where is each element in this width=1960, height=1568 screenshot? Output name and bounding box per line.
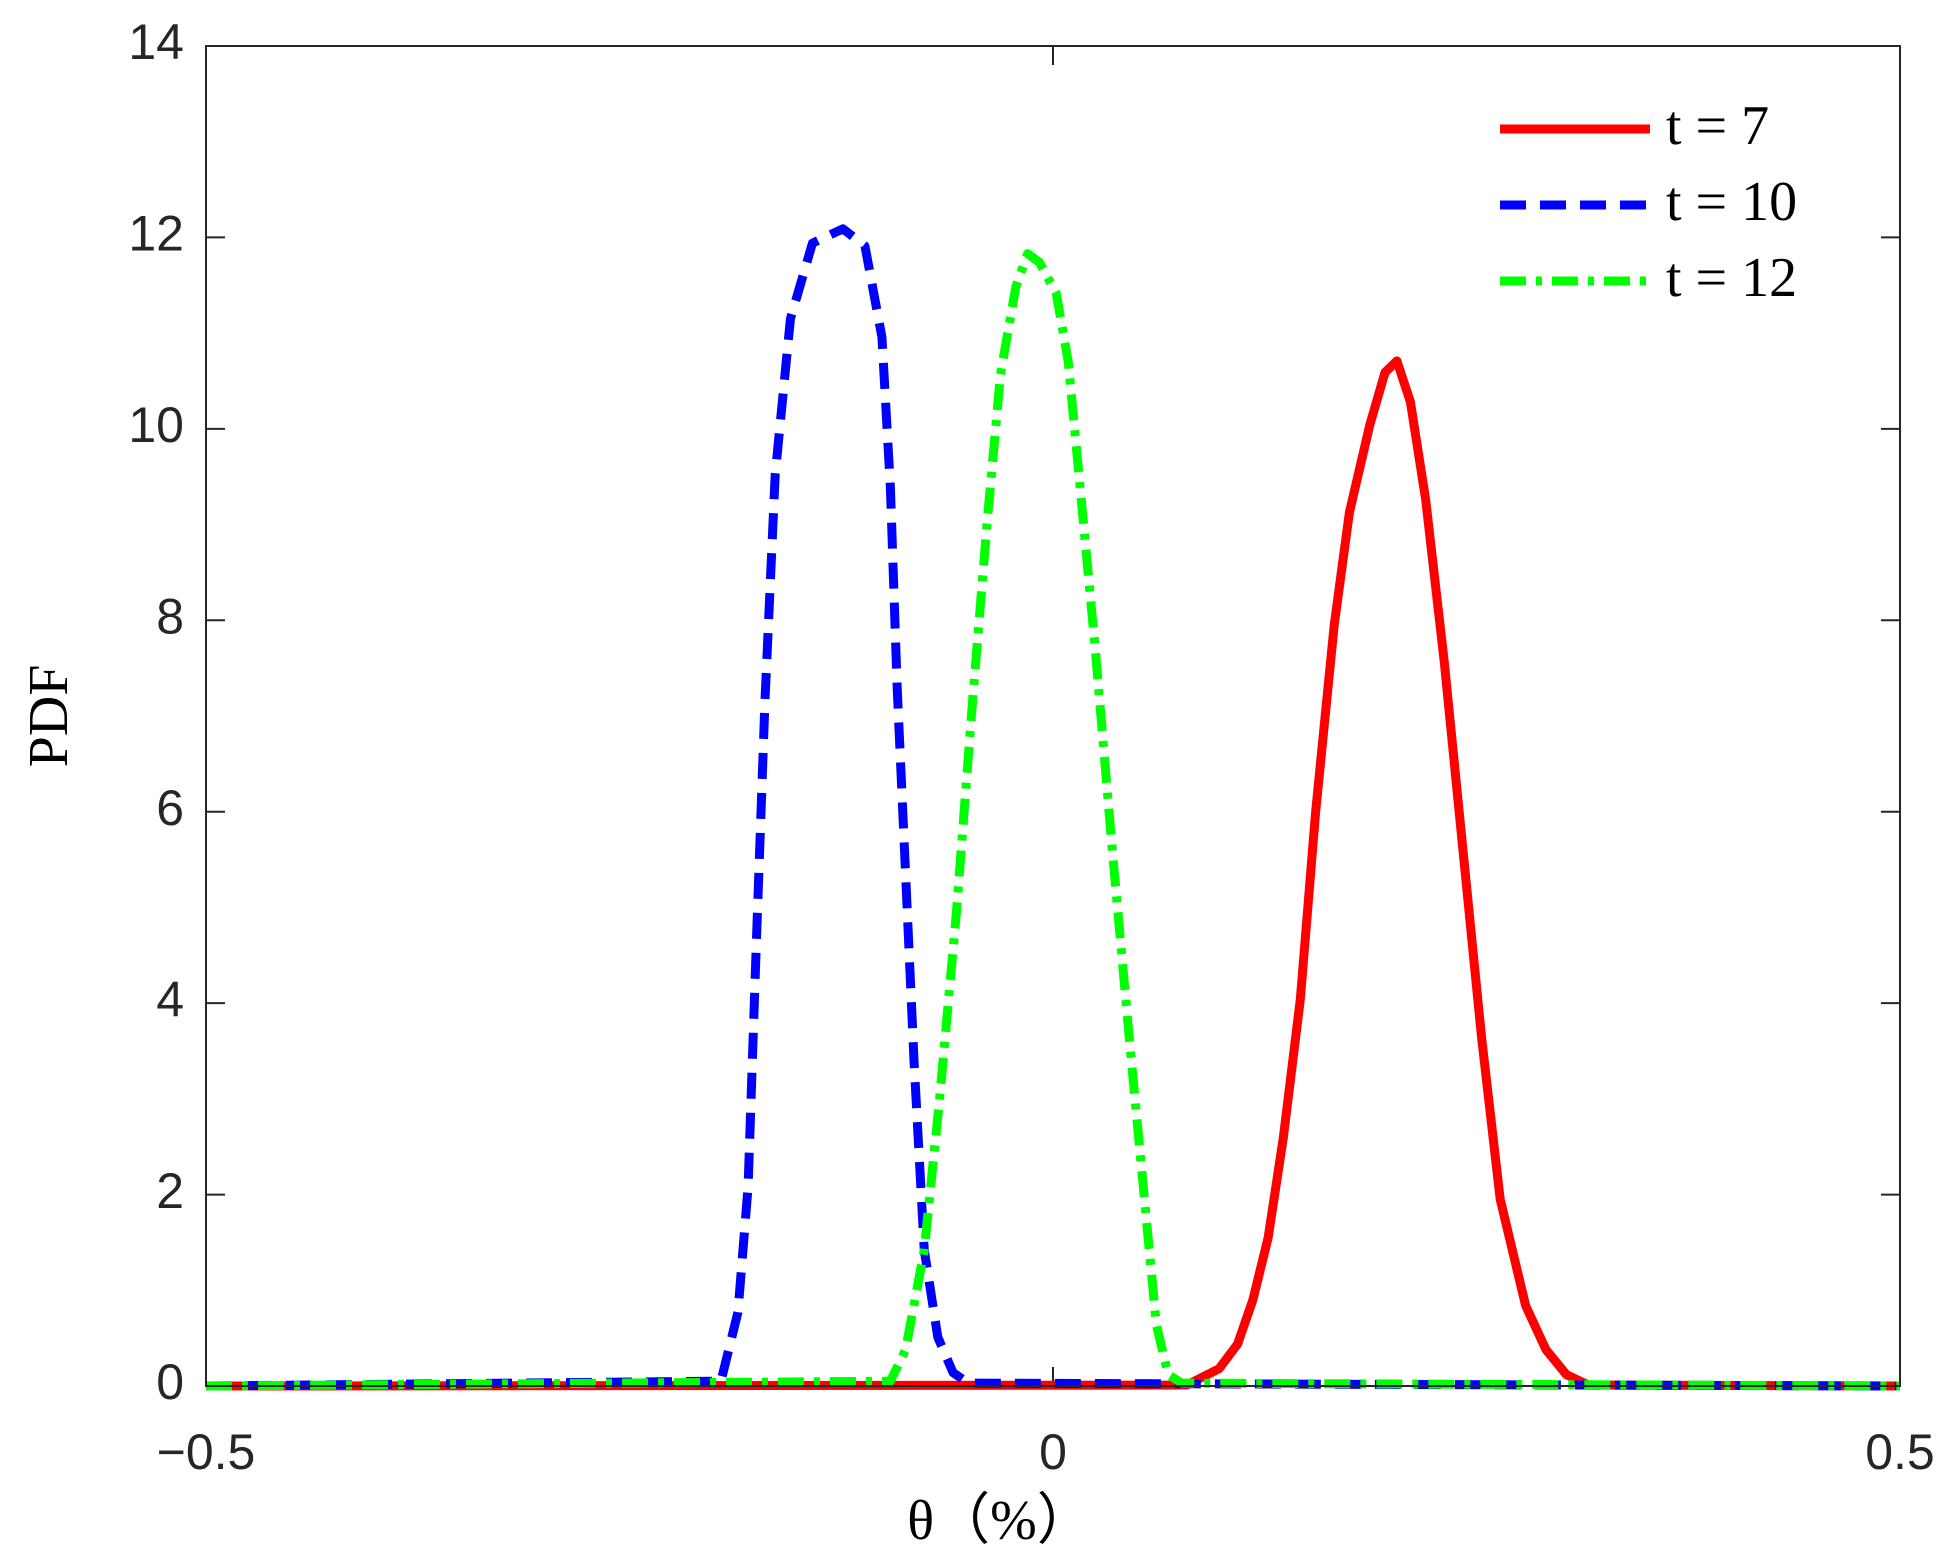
x-tick-label: −0.5 bbox=[157, 1424, 256, 1480]
legend-label: t = 7 bbox=[1666, 95, 1769, 157]
y-tick-label: 10 bbox=[128, 397, 184, 453]
x-tick-label: 0 bbox=[1039, 1424, 1067, 1480]
series-line bbox=[205, 249, 1901, 1391]
series-line bbox=[205, 356, 1901, 1391]
y-tick-label: 8 bbox=[156, 588, 184, 644]
y-tick-label: 6 bbox=[156, 780, 184, 836]
y-tick-label: 2 bbox=[156, 1163, 184, 1219]
y-tick-label: 4 bbox=[156, 971, 184, 1027]
y-axis-label: PDF bbox=[18, 665, 80, 768]
y-tick-label: 0 bbox=[156, 1354, 184, 1410]
series-line bbox=[205, 224, 1901, 1391]
y-tick-label: 12 bbox=[128, 206, 184, 262]
legend-label: t = 10 bbox=[1666, 171, 1797, 233]
x-tick-label: 0.5 bbox=[1865, 1424, 1935, 1480]
legend-label: t = 12 bbox=[1666, 247, 1797, 309]
y-tick-label: 14 bbox=[128, 14, 184, 70]
x-axis-label: θ（%） bbox=[907, 1490, 1092, 1552]
plot-frame bbox=[205, 45, 1901, 1387]
